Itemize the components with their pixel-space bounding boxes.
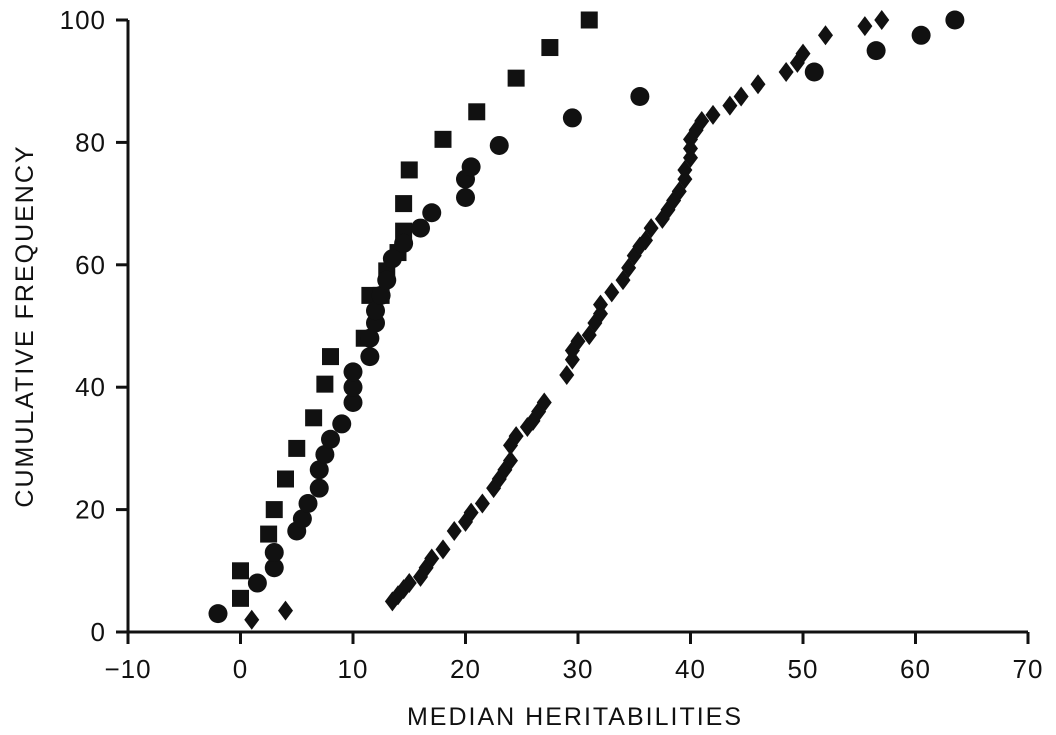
diamond-point bbox=[604, 282, 620, 303]
circle-point bbox=[377, 270, 397, 290]
diamond-point bbox=[722, 95, 738, 116]
circle-point bbox=[562, 108, 582, 128]
square-point bbox=[316, 375, 334, 393]
series-squares bbox=[232, 11, 598, 607]
y-tick-label: 0 bbox=[91, 617, 106, 647]
square-point bbox=[434, 130, 452, 148]
series-circles bbox=[208, 10, 965, 624]
circle-point bbox=[343, 393, 363, 412]
square-point bbox=[232, 562, 249, 580]
tick-group: −10 0 10 20 30 40 50 60 70 0 20 40 60 80 100 bbox=[60, 5, 1044, 684]
diamond-point bbox=[795, 43, 811, 64]
x-tick-label: 70 bbox=[1013, 654, 1044, 684]
circle-point bbox=[911, 25, 931, 45]
circle-point bbox=[866, 41, 886, 61]
x-tick-label: −10 bbox=[104, 654, 151, 684]
x-tick-label: 10 bbox=[338, 654, 369, 684]
y-tick-label: 40 bbox=[75, 372, 106, 402]
diamond-point bbox=[643, 218, 659, 239]
x-tick-label: 60 bbox=[900, 654, 931, 684]
circle-point bbox=[411, 218, 430, 238]
diamond-point bbox=[463, 502, 479, 523]
circle-point bbox=[394, 233, 414, 253]
square-point bbox=[507, 69, 525, 87]
diamond-point bbox=[435, 539, 451, 560]
diamond-point bbox=[401, 573, 417, 594]
circle-point bbox=[360, 347, 380, 367]
diamond-point bbox=[778, 62, 794, 83]
square-point bbox=[400, 161, 418, 179]
circle-point bbox=[945, 10, 965, 30]
diamond-point bbox=[508, 426, 524, 447]
circle-point bbox=[298, 493, 318, 513]
x-tick-label: 20 bbox=[450, 654, 481, 684]
x-tick-label: 40 bbox=[675, 654, 706, 684]
y-tick-label: 60 bbox=[75, 250, 106, 280]
circle-point bbox=[309, 460, 329, 480]
circle-point bbox=[804, 62, 824, 82]
square-point bbox=[265, 501, 283, 519]
square-point bbox=[260, 525, 278, 543]
x-tick-label: 30 bbox=[563, 654, 594, 684]
circle-point bbox=[343, 377, 363, 397]
diamond-point bbox=[818, 25, 833, 46]
square-point bbox=[288, 439, 306, 457]
diamond-point bbox=[570, 331, 586, 352]
x-axis-title: MEDIAN HERITABILITIES bbox=[407, 703, 743, 731]
circle-point bbox=[315, 445, 335, 465]
data-marks bbox=[208, 10, 965, 630]
circle-point bbox=[321, 429, 340, 449]
square-point bbox=[541, 39, 559, 57]
square-point bbox=[468, 103, 486, 121]
circle-point bbox=[456, 187, 475, 207]
y-tick-label: 20 bbox=[75, 495, 106, 525]
diamond-point bbox=[536, 392, 552, 413]
circle-point bbox=[309, 478, 329, 498]
circle-point bbox=[382, 249, 402, 269]
circle-point bbox=[332, 414, 352, 434]
circle-point bbox=[264, 542, 284, 562]
diamond-point bbox=[446, 521, 462, 542]
diamond-point bbox=[857, 16, 873, 37]
circle-point bbox=[422, 203, 442, 223]
circle-point bbox=[360, 328, 380, 348]
series-diamonds bbox=[244, 10, 890, 630]
diamond-point bbox=[559, 364, 575, 385]
diamond-point bbox=[424, 548, 440, 569]
diamond-point bbox=[593, 294, 608, 315]
y-tick-label: 100 bbox=[60, 5, 106, 35]
square-point bbox=[305, 409, 323, 427]
diamond-point bbox=[474, 493, 490, 514]
circle-point bbox=[461, 157, 481, 177]
circle-point bbox=[371, 285, 391, 305]
diamond-point bbox=[694, 110, 710, 131]
circle-point bbox=[208, 604, 228, 624]
x-tick-label: 50 bbox=[788, 654, 819, 684]
diamond-point bbox=[733, 86, 749, 107]
circle-point bbox=[630, 87, 650, 106]
square-point bbox=[395, 195, 413, 213]
diamond-point bbox=[874, 10, 890, 30]
x-tick-label: 0 bbox=[233, 654, 248, 684]
circle-point bbox=[366, 301, 385, 321]
diamond-point bbox=[278, 600, 293, 621]
square-point bbox=[232, 589, 249, 607]
diamond-point bbox=[705, 104, 721, 125]
square-point bbox=[277, 470, 294, 488]
circle-point bbox=[247, 573, 267, 593]
circle-point bbox=[343, 362, 363, 382]
circle-point bbox=[264, 558, 284, 578]
circle-point bbox=[292, 509, 312, 529]
circle-point bbox=[489, 135, 509, 155]
diamond-point bbox=[244, 609, 260, 630]
diamond-point bbox=[750, 74, 766, 95]
square-point bbox=[322, 348, 339, 366]
y-tick-label: 80 bbox=[75, 127, 106, 157]
diamond-point bbox=[503, 450, 518, 471]
square-point bbox=[580, 11, 598, 29]
y-axis-title: CUMULATIVE FREQUENCY bbox=[11, 144, 39, 507]
